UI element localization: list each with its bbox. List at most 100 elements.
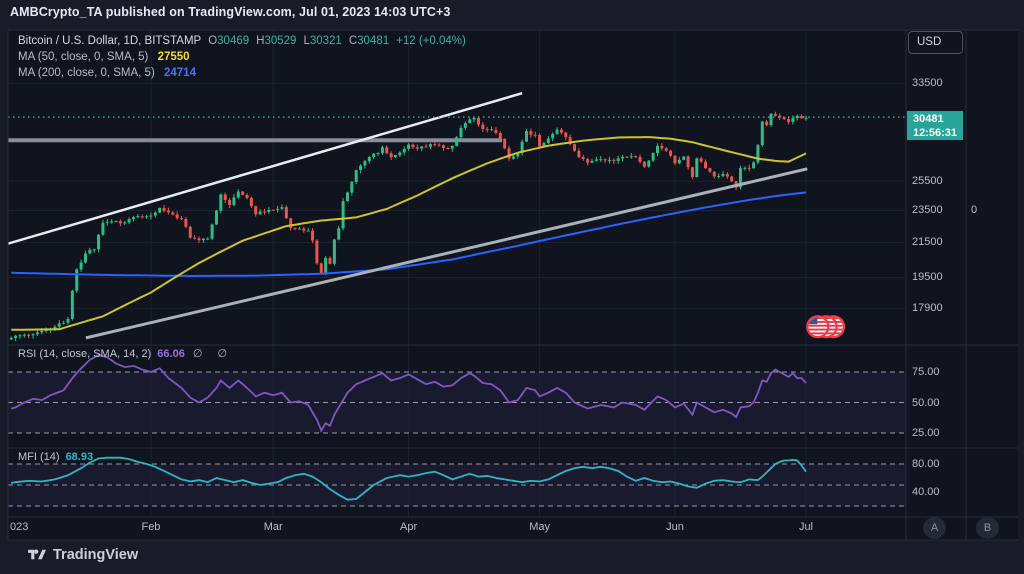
candle <box>616 158 620 162</box>
candle <box>769 113 773 126</box>
candle <box>568 137 572 145</box>
candle <box>656 145 660 154</box>
candle <box>752 162 756 169</box>
candle <box>188 226 192 238</box>
candle <box>332 239 336 264</box>
rsi-value: 66.06 <box>157 348 185 360</box>
candle <box>306 230 310 232</box>
candle <box>236 191 240 198</box>
ma50-value: 27550 <box>157 51 190 63</box>
candle <box>162 207 166 211</box>
symbol-legend: Bitcoin / U.S. Dollar, 1D, BITSTAMP O3046… <box>18 33 466 81</box>
toggle-b-button[interactable]: B <box>976 517 999 539</box>
ohlc-letter: L <box>303 35 310 47</box>
candle <box>315 240 319 264</box>
us-flag-event-icon[interactable] <box>806 315 830 339</box>
candle <box>132 217 136 220</box>
candle <box>70 290 74 319</box>
ohlc-values: O30469 H30529 L30321 C30481 <box>201 35 389 47</box>
candle <box>289 218 293 229</box>
time-axis-label: 023 <box>10 521 29 533</box>
candle <box>485 129 489 131</box>
candle <box>201 238 205 241</box>
candle <box>354 170 358 182</box>
price-axis-tick: 21500 <box>912 236 943 249</box>
candle <box>127 219 131 223</box>
candle <box>730 176 734 182</box>
symbol-title: Bitcoin / U.S. Dollar, 1D, BITSTAMP <box>18 35 202 47</box>
candle <box>302 228 306 231</box>
toggle-a-button[interactable]: A <box>923 517 946 539</box>
candle <box>345 192 349 202</box>
candle <box>258 211 262 215</box>
candle <box>411 144 415 148</box>
symbol-row: Bitcoin / U.S. Dollar, 1D, BITSTAMP O3046… <box>18 33 466 49</box>
candle <box>219 194 223 211</box>
currency-button[interactable]: USD <box>908 31 963 54</box>
candle <box>284 207 288 219</box>
tradingview-footer[interactable]: TradingView <box>27 546 138 563</box>
candle <box>468 119 472 124</box>
candle <box>149 215 153 217</box>
rsi-pane[interactable] <box>10 353 807 433</box>
candle <box>398 152 402 156</box>
price-axis-tick: 17900 <box>912 302 943 315</box>
tradingview-brand-text: TradingView <box>53 546 139 563</box>
candle <box>586 158 590 163</box>
candle <box>747 167 751 169</box>
ohlc-value: 30529 <box>264 35 297 47</box>
price-pane[interactable] <box>8 91 808 342</box>
candle <box>795 115 799 119</box>
mfi-pane[interactable] <box>11 456 807 501</box>
chart-background <box>8 30 1018 540</box>
candle <box>669 150 673 156</box>
candle <box>402 148 406 153</box>
candle <box>83 253 87 263</box>
candle <box>40 330 44 333</box>
candle <box>446 148 450 150</box>
price-change: +12 (+0.04%) <box>396 35 466 47</box>
candle <box>708 168 712 172</box>
candle <box>590 160 594 163</box>
candle <box>428 144 432 147</box>
candle <box>442 145 446 149</box>
candle <box>62 322 66 324</box>
candle <box>424 146 428 148</box>
candle <box>638 156 642 162</box>
channel-top-trendline[interactable] <box>8 91 523 245</box>
channel-bottom-trendline[interactable] <box>85 167 808 340</box>
candle <box>363 161 367 166</box>
candle <box>415 147 419 149</box>
candle <box>210 224 214 239</box>
candle <box>206 238 210 240</box>
candle <box>800 115 804 119</box>
candle <box>538 134 542 147</box>
candle <box>490 129 494 131</box>
candle <box>450 145 454 149</box>
bar-countdown: 12:56:31 <box>913 127 958 139</box>
rsi-label: RSI (14, close, SMA, 14, 2) <box>18 348 152 360</box>
candle <box>507 148 511 159</box>
candle <box>27 334 31 336</box>
candle <box>765 121 769 126</box>
candle <box>717 175 721 177</box>
candle <box>350 181 354 193</box>
candle <box>158 207 162 213</box>
candle <box>581 157 585 159</box>
mfi-line <box>11 456 807 501</box>
candle <box>695 158 699 178</box>
candle <box>782 117 786 120</box>
price-axis-tick: 23500 <box>912 204 943 217</box>
candle <box>14 335 18 338</box>
candle <box>197 238 201 241</box>
candle <box>455 137 459 146</box>
candle <box>105 221 109 223</box>
candle <box>88 249 92 254</box>
candle <box>228 199 232 205</box>
candle <box>533 134 537 136</box>
last-price-badge: 30481 12:56:31 <box>907 111 963 140</box>
candle <box>660 145 664 149</box>
candle <box>223 194 227 200</box>
mfi-legend: MFI (14) 68.93 <box>18 451 93 463</box>
